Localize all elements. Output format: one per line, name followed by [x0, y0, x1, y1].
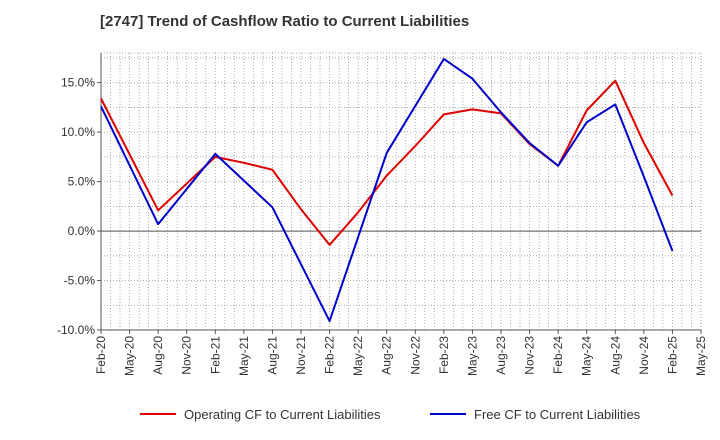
- legend-label-free-cf: Free CF to Current Liabilities: [474, 406, 641, 422]
- y-tick-label: 15.0%: [61, 76, 95, 90]
- x-tick-label: Aug-20: [151, 336, 165, 375]
- grid-lines: [100, 53, 702, 331]
- legend-item-free-cf: Free CF to Current Liabilities: [430, 403, 640, 425]
- x-tick-label: Nov-22: [408, 336, 422, 375]
- x-tick-label: May-21: [237, 336, 251, 376]
- tick-labels: -10.0% -5.0% 0.0% 5.0% 10.0% 15.0% Feb-20 May-2…: [57, 76, 708, 376]
- chart-title: [2747] Trend of Cashflow Ratio to Curren…: [100, 13, 470, 30]
- x-tick-label: May-25: [694, 336, 708, 376]
- legend: Operating CF to Current Liabilities Free…: [0, 403, 720, 425]
- x-tick-label: Feb-22: [323, 336, 337, 374]
- x-tick-label: May-20: [123, 336, 137, 376]
- x-tick-label: Nov-24: [637, 336, 651, 375]
- x-tick-label: Aug-21: [265, 336, 279, 375]
- x-tick-label: Nov-21: [294, 336, 308, 375]
- series-line-operating-cf: [100, 79, 674, 246]
- x-tick-label: Nov-20: [180, 336, 194, 375]
- y-tick-label: -10.0%: [57, 323, 95, 337]
- series-line-free-cf: [100, 57, 674, 323]
- plot-area: [101, 53, 701, 330]
- x-tick-label: Aug-22: [380, 336, 394, 375]
- y-tick-label: 10.0%: [61, 125, 95, 139]
- x-tick-label: May-23: [465, 336, 479, 376]
- series-layer: [100, 57, 674, 323]
- y-tick-label: 0.0%: [68, 224, 96, 238]
- x-tick-label: Feb-24: [551, 336, 565, 374]
- legend-swatch-operating-cf: [140, 413, 176, 415]
- x-tick-label: Aug-24: [608, 336, 622, 375]
- legend-item-operating-cf: Operating CF to Current Liabilities: [140, 403, 381, 425]
- y-tick-label: -5.0%: [64, 274, 96, 288]
- x-tick-label: Feb-23: [437, 336, 451, 374]
- x-tick-label: May-22: [351, 336, 365, 376]
- legend-label-operating-cf: Operating CF to Current Liabilities: [184, 406, 381, 422]
- x-tick-label: Feb-25: [665, 336, 679, 374]
- x-tick-label: Feb-21: [208, 336, 222, 374]
- x-tick-label: Aug-23: [494, 336, 508, 375]
- y-tick-label: 5.0%: [68, 175, 96, 189]
- x-tick-label: Feb-20: [94, 336, 108, 374]
- x-tick-label: Nov-23: [523, 336, 537, 375]
- legend-swatch-free-cf: [430, 413, 466, 415]
- x-tick-label: May-24: [580, 336, 594, 376]
